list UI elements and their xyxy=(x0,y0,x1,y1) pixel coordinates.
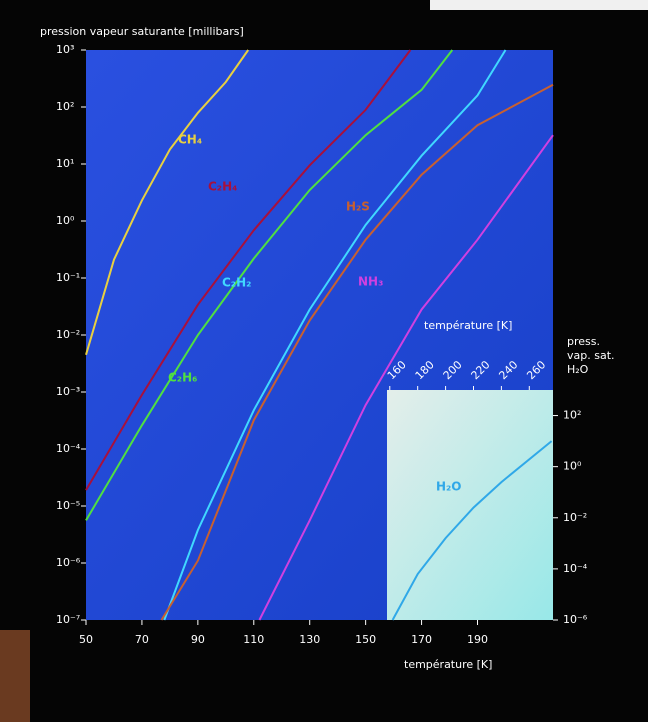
y-tick-label: 10⁻⁷ xyxy=(56,613,80,626)
y-tick-label: 10⁰ xyxy=(563,460,582,473)
series-label: CH₄ xyxy=(178,133,202,147)
y-tick-label: 10⁻⁴ xyxy=(563,562,588,575)
series-label: H₂S xyxy=(346,200,370,214)
y-tick-label: 10⁻² xyxy=(56,328,80,341)
series-label: C₂H₂ xyxy=(222,276,251,290)
series-label: NH₃ xyxy=(358,275,383,289)
y-tick-label: 10⁻⁴ xyxy=(56,442,81,455)
x-tick-label: 190 xyxy=(467,633,488,646)
y-tick-label: 10⁻⁶ xyxy=(56,556,81,569)
x-tick-label: 170 xyxy=(411,633,432,646)
x-tick-label: 50 xyxy=(79,633,93,646)
y-tick-label: 10¹ xyxy=(56,157,74,170)
y-tick-label: 10⁻¹ xyxy=(56,271,80,284)
x-tick-label: 130 xyxy=(299,633,320,646)
y-tick-label: 10² xyxy=(563,409,581,422)
y-tick-label: 10⁻⁵ xyxy=(56,499,80,512)
x-tick-label: 110 xyxy=(243,633,264,646)
y-axis-title: pression vapeur saturante [millibars] xyxy=(40,25,244,38)
series-label: C₂H₄ xyxy=(208,180,237,194)
y-tick-label: 10³ xyxy=(56,43,74,56)
y-tick-label: 10² xyxy=(56,100,74,113)
y-tick-label: 10⁰ xyxy=(56,214,75,227)
photo-edge xyxy=(0,630,30,722)
series-label: H₂O xyxy=(436,480,462,494)
x-tick-label: 90 xyxy=(191,633,205,646)
chart: pression vapeur saturante [millibars] te… xyxy=(0,0,648,722)
photo-edge xyxy=(430,0,648,10)
series-label: C₂H₆ xyxy=(168,371,197,385)
x-tick-label: 70 xyxy=(135,633,149,646)
x-tick-label: 150 xyxy=(355,633,376,646)
inset-y-axis-title: H₂O xyxy=(567,363,589,376)
inset-y-axis-title: press. xyxy=(567,335,600,348)
y-tick-label: 10⁻⁶ xyxy=(563,613,588,626)
inset-x-axis-title: température [K] xyxy=(424,319,512,332)
y-tick-label: 10⁻³ xyxy=(56,385,80,398)
inset-y-axis-title: vap. sat. xyxy=(567,349,615,362)
y-tick-label: 10⁻² xyxy=(563,511,587,524)
x-axis-title: température [K] xyxy=(404,658,492,671)
